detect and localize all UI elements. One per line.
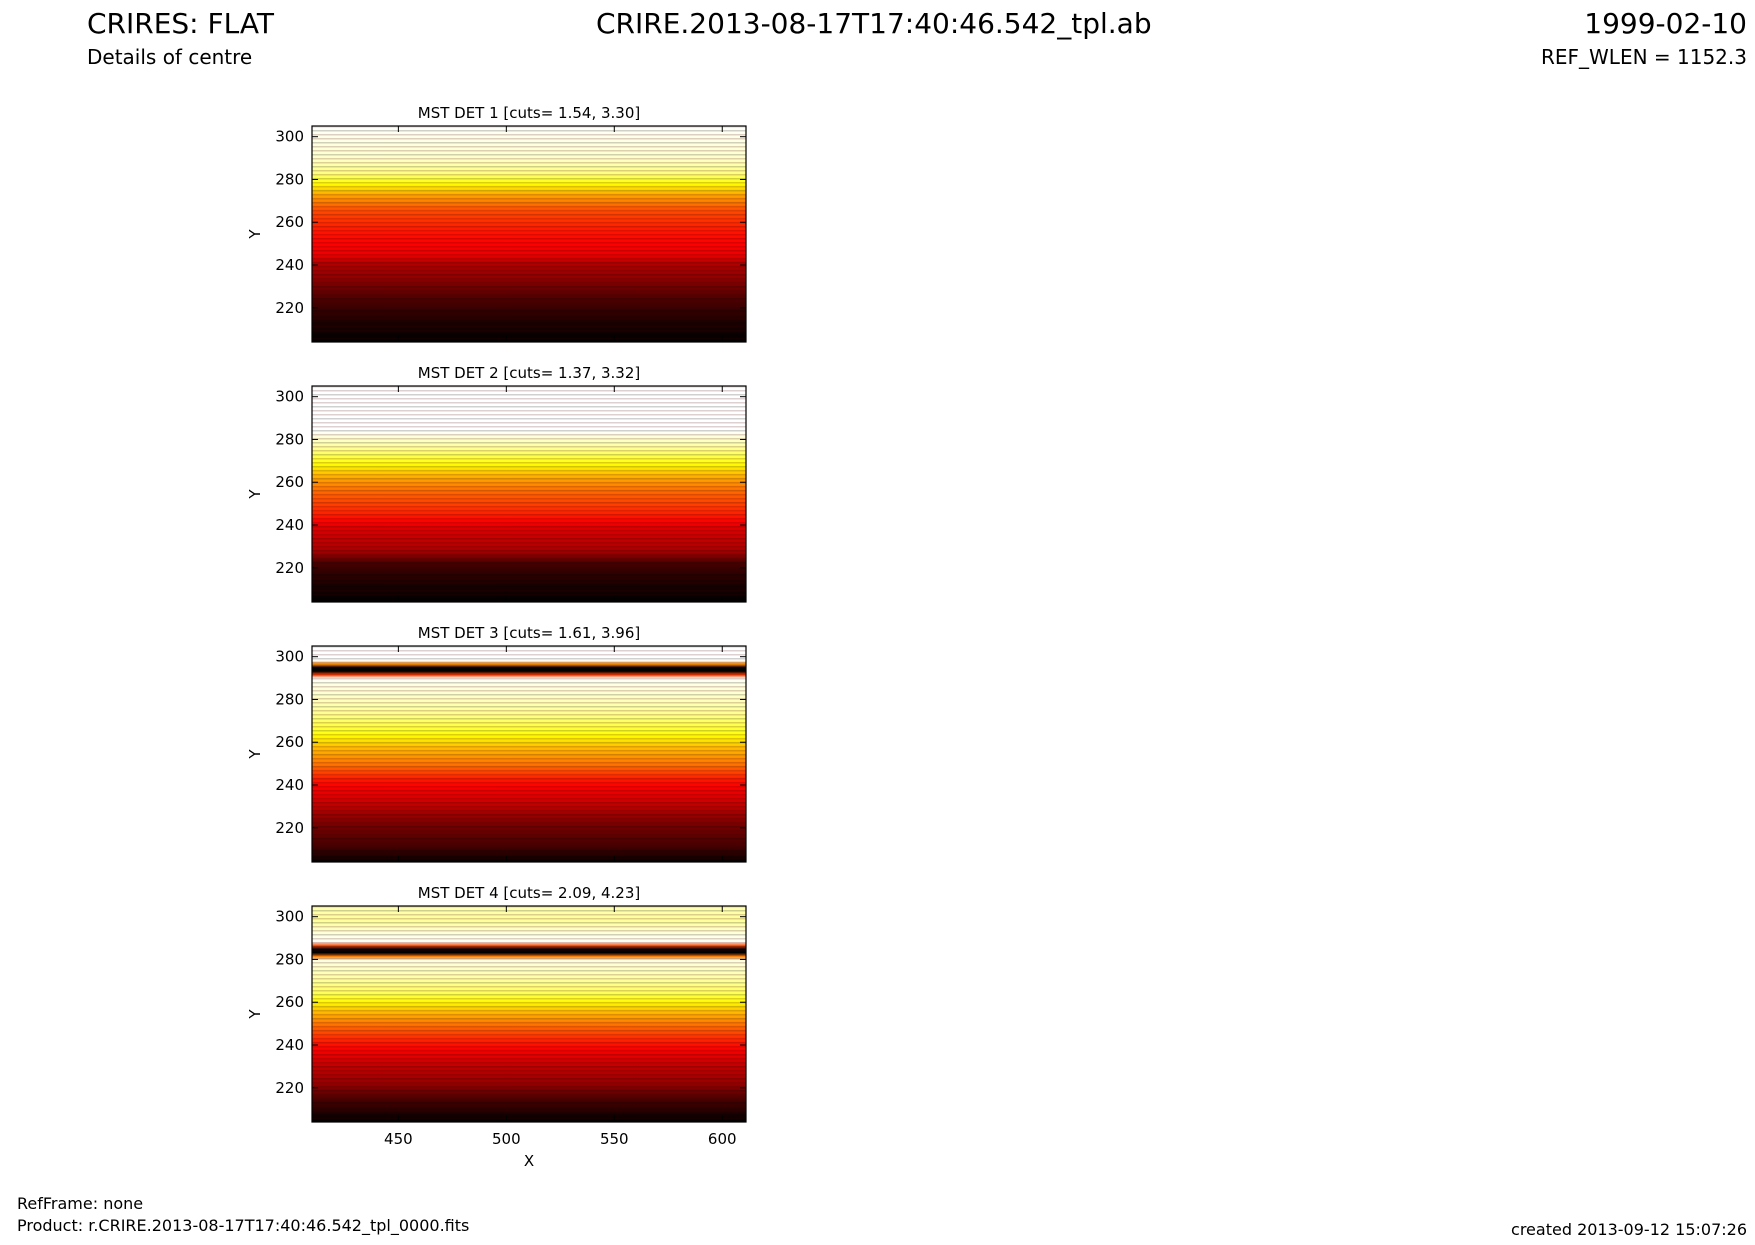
panel-title: MST DET 1 [cuts= 1.54, 3.30] <box>418 104 641 122</box>
y-tick-label: 300 <box>275 648 304 666</box>
y-axis-label: Y <box>246 749 264 760</box>
y-tick-label: 260 <box>275 733 304 751</box>
axes-frame <box>311 385 747 603</box>
heatmap-panel-1: MST DET 1 [cuts= 1.54, 3.30] 220 240 260 280… <box>246 104 747 343</box>
axes-frame <box>311 905 747 1123</box>
heatmap-texture <box>312 386 746 600</box>
heatmap-panel-4: MST DET 4 [cuts= 2.09, 4.23] 220 240 260 280… <box>246 884 747 1170</box>
refframe-label: RefFrame: none <box>17 1194 144 1213</box>
y-tick-label: 260 <box>275 993 304 1011</box>
created-label: created 2013-09-12 15:07:26 <box>1511 1220 1747 1239</box>
y-tick-label: 220 <box>275 819 304 837</box>
heatmap-image <box>312 906 746 1122</box>
panel-title: MST DET 3 [cuts= 1.61, 3.96] <box>418 624 641 642</box>
y-axis-label: Y <box>246 229 264 240</box>
x-tick-label: 550 <box>600 1130 629 1148</box>
y-tick-label: 240 <box>275 776 304 794</box>
figure-title: CRIRES: FLAT <box>87 7 274 40</box>
product-label: Product: r.CRIRE.2013-08-17T17:40:46.542… <box>17 1216 470 1235</box>
y-tick-label: 300 <box>275 128 304 146</box>
y-axis-label: Y <box>246 489 264 500</box>
x-tick-label: 600 <box>708 1130 737 1148</box>
y-tick-label: 300 <box>275 388 304 406</box>
reference-wavelength: REF_WLEN = 1152.3 <box>1540 45 1747 69</box>
heatmap-texture <box>312 906 746 1120</box>
y-tick-label: 260 <box>275 213 304 231</box>
heatmap-image <box>312 646 746 862</box>
y-tick-label: 260 <box>275 473 304 491</box>
y-tick-label: 280 <box>275 170 304 188</box>
heatmap-image <box>312 386 746 602</box>
y-tick-label: 240 <box>275 1036 304 1054</box>
y-tick-label: 220 <box>275 299 304 317</box>
figure-subtitle: Details of centre <box>87 45 253 69</box>
panel-title: MST DET 4 [cuts= 2.09, 4.23] <box>418 884 641 902</box>
axes-frame <box>311 645 747 863</box>
y-tick-label: 280 <box>275 690 304 708</box>
y-axis-label: Y <box>246 1009 264 1020</box>
panel-title: MST DET 2 [cuts= 1.37, 3.32] <box>418 364 641 382</box>
y-tick-label: 240 <box>275 256 304 274</box>
y-tick-label: 300 <box>275 908 304 926</box>
observation-date: 1999-02-10 <box>1584 7 1747 40</box>
x-axis-label: X <box>524 1152 534 1170</box>
x-tick-label: 450 <box>384 1130 413 1148</box>
heatmap-panel-2: MST DET 2 [cuts= 1.37, 3.32] 220 240 260 280… <box>246 364 747 603</box>
y-tick-label: 280 <box>275 950 304 968</box>
x-tick-label: 500 <box>492 1130 521 1148</box>
heatmap-texture <box>312 126 746 340</box>
file-name-title: CRIRE.2013-08-17T17:40:46.542_tpl.ab <box>596 7 1152 40</box>
heatmap-panel-3: MST DET 3 [cuts= 1.61, 3.96] 220 240 260 280… <box>246 624 747 863</box>
heatmap-texture <box>312 646 746 860</box>
y-tick-label: 240 <box>275 516 304 534</box>
y-tick-label: 280 <box>275 430 304 448</box>
y-tick-label: 220 <box>275 1079 304 1097</box>
y-tick-label: 220 <box>275 559 304 577</box>
axes-frame <box>311 125 747 343</box>
heatmap-image <box>312 126 746 342</box>
